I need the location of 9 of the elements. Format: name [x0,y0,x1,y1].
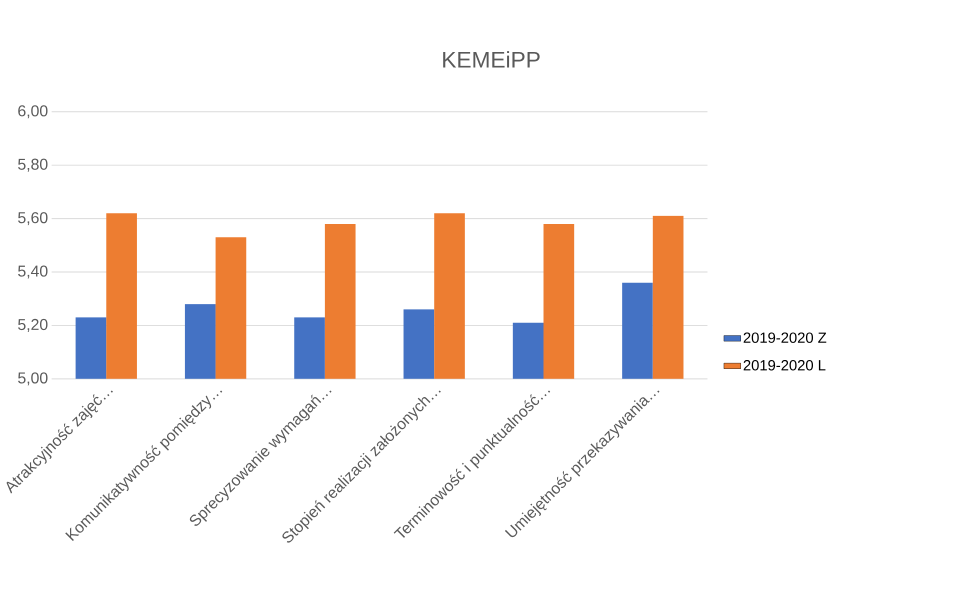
y-tick-label: 6,00 [18,105,48,118]
y-tick-label: 5,20 [18,318,48,332]
legend-label: 2019-2020 L [744,360,826,370]
chart-title: KEMEiPP [443,51,540,68]
y-tick-label: 5,60 [18,212,48,225]
legend-label: 2019-2020 Z [744,332,826,343]
y-tick-label: 5,00 [18,372,48,386]
y-tick-label: 5,80 [18,158,48,172]
y-tick-label: 5,40 [18,265,48,278]
